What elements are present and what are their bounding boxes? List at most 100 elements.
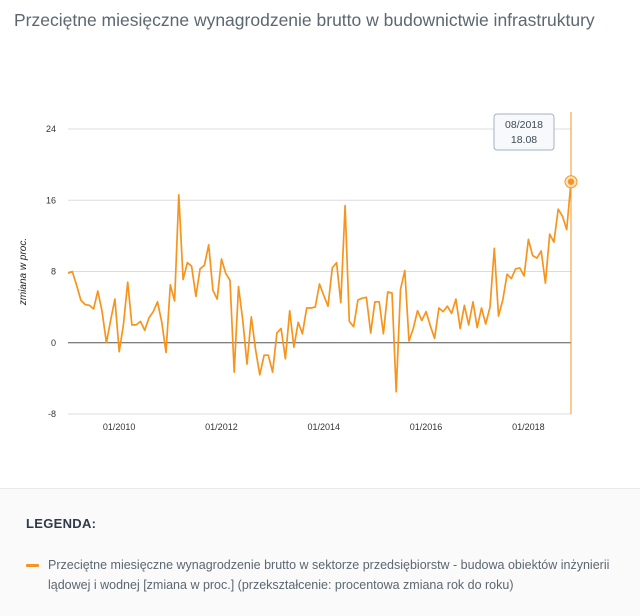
data-point[interactable] bbox=[342, 203, 348, 209]
data-point[interactable] bbox=[99, 309, 105, 315]
hover-marker[interactable] bbox=[567, 178, 575, 185]
data-point[interactable] bbox=[466, 322, 472, 328]
data-point[interactable] bbox=[321, 293, 327, 299]
data-point[interactable] bbox=[338, 300, 344, 306]
data-point[interactable] bbox=[236, 284, 242, 290]
data-point[interactable] bbox=[483, 321, 489, 327]
data-point[interactable] bbox=[419, 317, 425, 323]
data-point[interactable] bbox=[150, 309, 156, 315]
data-point[interactable] bbox=[478, 305, 484, 311]
data-point[interactable] bbox=[295, 319, 301, 325]
data-point[interactable] bbox=[461, 302, 467, 308]
data-point[interactable] bbox=[334, 260, 340, 266]
data-point[interactable] bbox=[346, 318, 352, 324]
data-point[interactable] bbox=[312, 304, 318, 310]
data-point[interactable] bbox=[278, 326, 284, 332]
data-point[interactable] bbox=[155, 299, 161, 305]
data-point[interactable] bbox=[329, 265, 335, 271]
data-point[interactable] bbox=[265, 352, 271, 358]
data-point[interactable] bbox=[542, 280, 548, 286]
data-point[interactable] bbox=[474, 325, 480, 331]
data-point[interactable] bbox=[432, 335, 438, 341]
data-point[interactable] bbox=[521, 273, 527, 279]
data-point[interactable] bbox=[248, 314, 254, 320]
data-point[interactable] bbox=[444, 303, 450, 309]
data-point[interactable] bbox=[559, 213, 565, 219]
data-point[interactable] bbox=[410, 326, 416, 332]
data-point[interactable] bbox=[201, 262, 207, 268]
data-point[interactable] bbox=[78, 297, 84, 303]
data-point[interactable] bbox=[95, 288, 101, 294]
data-point[interactable] bbox=[449, 310, 455, 316]
data-point[interactable] bbox=[380, 331, 386, 337]
data-point[interactable] bbox=[108, 317, 114, 323]
data-point[interactable] bbox=[389, 290, 395, 296]
data-point[interactable] bbox=[508, 276, 514, 282]
data-point[interactable] bbox=[69, 269, 75, 275]
data-point[interactable] bbox=[317, 281, 323, 287]
data-point[interactable] bbox=[453, 296, 459, 302]
data-point[interactable] bbox=[142, 327, 148, 333]
data-point[interactable] bbox=[210, 287, 216, 293]
data-point[interactable] bbox=[167, 282, 173, 288]
data-point[interactable] bbox=[180, 277, 186, 283]
data-point[interactable] bbox=[244, 361, 250, 367]
data-point[interactable] bbox=[351, 324, 357, 330]
data-point[interactable] bbox=[231, 369, 237, 375]
data-point[interactable] bbox=[257, 372, 263, 378]
data-point[interactable] bbox=[282, 356, 288, 362]
data-point[interactable] bbox=[223, 270, 229, 276]
data-point[interactable] bbox=[172, 298, 178, 304]
data-point[interactable] bbox=[504, 271, 510, 277]
data-point[interactable] bbox=[423, 309, 429, 315]
data-point[interactable] bbox=[402, 268, 408, 274]
data-point[interactable] bbox=[496, 313, 502, 319]
data-point[interactable] bbox=[427, 323, 433, 329]
data-point[interactable] bbox=[214, 296, 220, 302]
data-point[interactable] bbox=[240, 317, 246, 323]
data-point[interactable] bbox=[525, 236, 531, 242]
data-point[interactable] bbox=[487, 304, 493, 310]
data-point[interactable] bbox=[376, 299, 382, 305]
data-point[interactable] bbox=[116, 349, 122, 355]
data-point[interactable] bbox=[74, 282, 80, 288]
data-point[interactable] bbox=[368, 330, 374, 336]
data-point[interactable] bbox=[470, 299, 476, 305]
data-point[interactable] bbox=[517, 265, 523, 271]
data-point[interactable] bbox=[325, 303, 331, 309]
data-point[interactable] bbox=[415, 308, 421, 314]
data-point[interactable] bbox=[253, 347, 259, 353]
data-point[interactable] bbox=[193, 293, 199, 299]
data-point[interactable] bbox=[491, 245, 497, 251]
data-point[interactable] bbox=[500, 297, 506, 303]
data-point[interactable] bbox=[274, 330, 280, 336]
data-point[interactable] bbox=[393, 389, 399, 395]
data-point[interactable] bbox=[120, 322, 126, 328]
data-point[interactable] bbox=[270, 369, 276, 375]
data-point[interactable] bbox=[218, 256, 224, 262]
data-point[interactable] bbox=[564, 227, 570, 233]
data-point[interactable] bbox=[440, 309, 446, 315]
data-point[interactable] bbox=[159, 319, 165, 325]
data-point[interactable] bbox=[146, 315, 152, 321]
data-point[interactable] bbox=[91, 306, 97, 312]
data-point[interactable] bbox=[457, 326, 463, 332]
data-point[interactable] bbox=[534, 255, 540, 261]
data-point[interactable] bbox=[299, 331, 305, 337]
data-point[interactable] bbox=[287, 308, 293, 314]
data-point[interactable] bbox=[291, 344, 297, 350]
data-point[interactable] bbox=[125, 279, 131, 285]
data-point[interactable] bbox=[547, 231, 553, 237]
data-point[interactable] bbox=[103, 340, 109, 346]
data-point[interactable] bbox=[112, 296, 118, 302]
series-line[interactable] bbox=[67, 181, 572, 393]
data-point[interactable] bbox=[137, 318, 143, 324]
data-point[interactable] bbox=[189, 263, 195, 269]
data-point[interactable] bbox=[397, 286, 403, 292]
data-point[interactable] bbox=[227, 277, 233, 283]
data-point[interactable] bbox=[206, 242, 212, 248]
data-point[interactable] bbox=[555, 206, 561, 212]
data-point[interactable] bbox=[538, 248, 544, 254]
data-point[interactable] bbox=[176, 192, 182, 198]
data-point[interactable] bbox=[163, 350, 169, 356]
